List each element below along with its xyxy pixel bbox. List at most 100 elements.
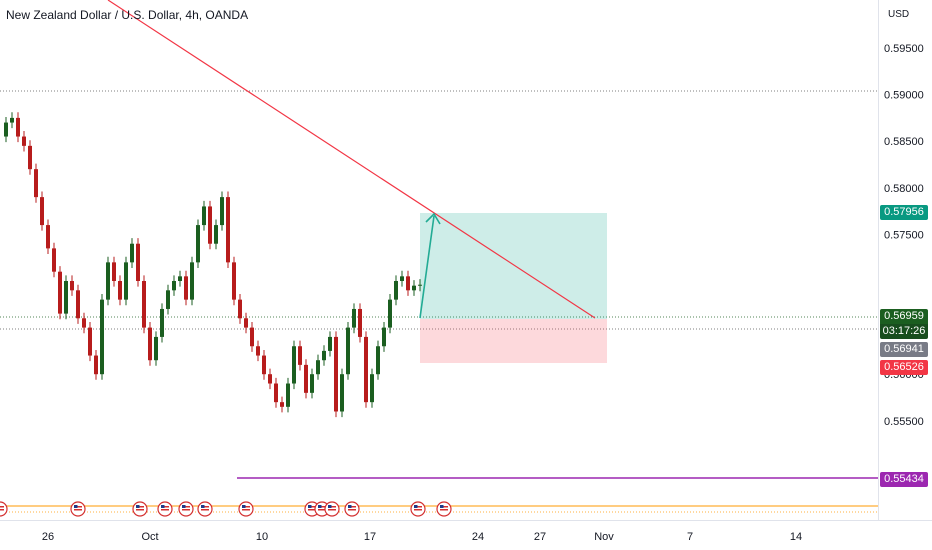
red-trendline — [107, 0, 596, 319]
candle-body — [112, 262, 116, 281]
us-flag-event-icon — [182, 509, 190, 511]
candle-body — [358, 308, 362, 337]
candle-body — [16, 117, 20, 137]
candle-body — [250, 327, 254, 347]
candle-body — [244, 318, 248, 328]
candle-body — [226, 197, 230, 263]
x-tick-label: Nov — [594, 531, 614, 543]
us-flag-event-icon — [318, 506, 326, 508]
us-flag-event-icon — [161, 509, 169, 511]
us-flag-event-icon — [242, 509, 250, 511]
candle-body — [40, 197, 44, 226]
us-flag-event-icon — [348, 509, 356, 511]
support-price-tag: 0.55434 — [880, 472, 928, 487]
us-flag-event-icon — [242, 505, 246, 508]
candle-body — [82, 318, 86, 328]
x-tick-label: Oct — [141, 531, 158, 543]
currency-label: USD — [888, 9, 910, 20]
us-flag-event-icon — [318, 505, 322, 508]
profit-zone — [420, 213, 607, 319]
candle-body — [34, 169, 38, 198]
us-flag-event-icon — [136, 505, 140, 508]
candle-body — [382, 327, 386, 347]
candle-body — [322, 350, 326, 361]
candle-body — [172, 281, 176, 291]
us-flag-event-icon — [414, 509, 422, 511]
us-flag-event-icon — [242, 506, 250, 508]
candle-body — [418, 284, 422, 286]
candle-body — [148, 327, 152, 361]
candle-body — [124, 262, 128, 300]
us-flag-event-icon — [348, 505, 352, 508]
candle-body — [46, 225, 50, 249]
green-arrow-shaft — [419, 215, 435, 319]
candle-body — [262, 355, 266, 375]
us-flag-event-icon — [74, 506, 82, 508]
us-flag-event-icon — [440, 506, 448, 508]
candle-body — [70, 281, 74, 291]
candle-body — [256, 346, 260, 356]
candle-body — [4, 122, 8, 137]
us-flag-event-icon — [136, 509, 144, 511]
us-flag-event-icon — [348, 506, 356, 508]
us-flag-event-icon — [182, 505, 186, 508]
candle-body — [94, 355, 98, 375]
candle-body — [304, 364, 308, 393]
candle-body — [208, 206, 212, 244]
x-tick-label: 27 — [534, 531, 546, 543]
x-tick-label: 10 — [256, 531, 268, 543]
us-flag-event-icon — [318, 509, 326, 511]
candle-body — [142, 281, 146, 328]
candle-body — [310, 374, 314, 393]
us-flag-event-icon — [308, 505, 312, 508]
us-flag-event-icon — [308, 506, 316, 508]
us-flag-event-icon — [161, 505, 165, 508]
bar-countdown: 03:17:26 — [880, 324, 928, 339]
candle-body — [232, 262, 236, 300]
candle-body — [412, 285, 416, 291]
y-tick-label: 0.59500 — [884, 43, 924, 55]
candle-body — [400, 276, 404, 281]
x-tick-label: 26 — [42, 531, 54, 543]
y-tick-label: 0.59000 — [884, 90, 924, 102]
candle-body — [298, 346, 302, 365]
us-flag-event-icon — [328, 509, 336, 511]
candle-body — [10, 117, 14, 123]
us-flag-event-icon — [414, 506, 422, 508]
candle-body — [364, 336, 368, 403]
green-arrow-head — [425, 212, 441, 225]
y-tick-label: 0.55500 — [884, 416, 924, 428]
candle-body — [268, 374, 272, 384]
candle-body — [316, 360, 320, 375]
candle-body — [370, 374, 374, 403]
candle-body — [52, 248, 56, 272]
candle-body — [220, 197, 224, 226]
candle-body — [178, 276, 182, 281]
candle-body — [334, 336, 338, 412]
entry-price-tag: 0.56941 — [880, 342, 928, 357]
us-flag-event-icon — [201, 505, 205, 508]
us-flag-event-icon — [440, 509, 448, 511]
us-flag-event-icon — [136, 506, 144, 508]
us-flag-event-icon — [308, 509, 316, 511]
us-flag-event-icon — [0, 506, 4, 508]
candle-body — [190, 262, 194, 300]
us-flag-event-icon — [328, 506, 336, 508]
time-axis-divider — [0, 520, 932, 521]
stop-price-tag: 0.56526 — [880, 360, 928, 375]
candle-body — [28, 145, 32, 170]
candle-body — [184, 276, 188, 300]
candle-body — [106, 262, 110, 300]
x-tick-label: 7 — [687, 531, 693, 543]
candle-body — [160, 308, 164, 337]
candle-body — [22, 136, 26, 146]
us-flag-event-icon — [0, 509, 4, 511]
candle-body — [238, 299, 242, 319]
candle-body — [214, 225, 218, 244]
candle-body — [166, 290, 170, 309]
y-tick-label: 0.57500 — [884, 229, 924, 241]
candle-body — [64, 281, 68, 314]
candle-body — [76, 290, 80, 319]
